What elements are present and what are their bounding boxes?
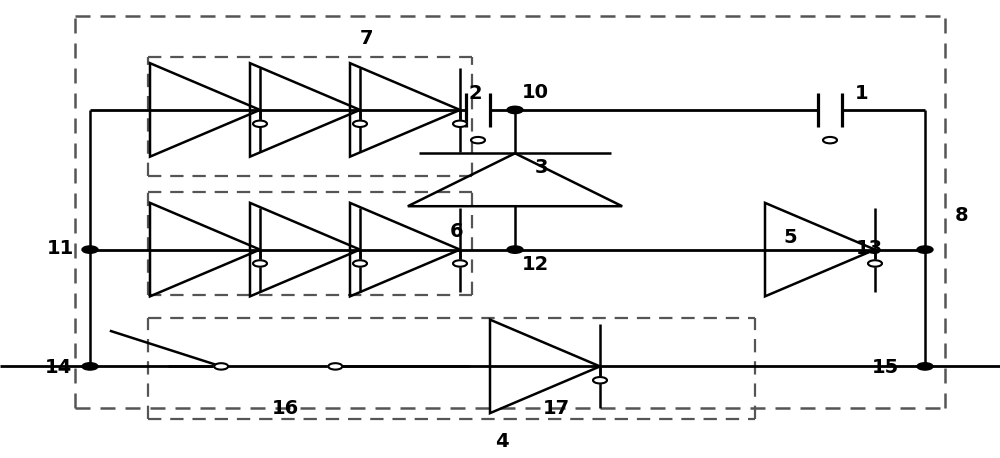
Text: 12: 12 bbox=[522, 255, 549, 274]
Text: 4: 4 bbox=[495, 432, 509, 452]
Text: 15: 15 bbox=[872, 358, 899, 377]
Circle shape bbox=[353, 120, 367, 127]
Text: 3: 3 bbox=[535, 158, 548, 177]
Circle shape bbox=[328, 363, 342, 370]
Text: 8: 8 bbox=[955, 206, 969, 225]
Circle shape bbox=[507, 246, 523, 253]
Circle shape bbox=[82, 363, 98, 370]
Circle shape bbox=[214, 363, 228, 370]
Text: 17: 17 bbox=[543, 399, 570, 418]
Circle shape bbox=[453, 120, 467, 127]
Circle shape bbox=[253, 120, 267, 127]
Text: 6: 6 bbox=[450, 222, 464, 241]
Text: 1: 1 bbox=[855, 84, 869, 104]
Circle shape bbox=[917, 363, 933, 370]
Text: 7: 7 bbox=[360, 29, 374, 49]
Circle shape bbox=[253, 260, 267, 267]
Text: 10: 10 bbox=[522, 83, 549, 103]
Circle shape bbox=[593, 377, 607, 383]
Circle shape bbox=[917, 246, 933, 253]
Text: 5: 5 bbox=[783, 228, 797, 247]
Circle shape bbox=[453, 260, 467, 267]
Text: 16: 16 bbox=[272, 399, 299, 418]
Circle shape bbox=[353, 260, 367, 267]
Circle shape bbox=[507, 106, 523, 114]
Text: 11: 11 bbox=[47, 239, 74, 258]
Text: 13: 13 bbox=[856, 239, 883, 258]
Circle shape bbox=[823, 137, 837, 143]
Circle shape bbox=[471, 137, 485, 143]
Text: 2: 2 bbox=[468, 84, 482, 104]
Text: 14: 14 bbox=[45, 358, 72, 377]
Circle shape bbox=[82, 246, 98, 253]
Circle shape bbox=[868, 260, 882, 267]
